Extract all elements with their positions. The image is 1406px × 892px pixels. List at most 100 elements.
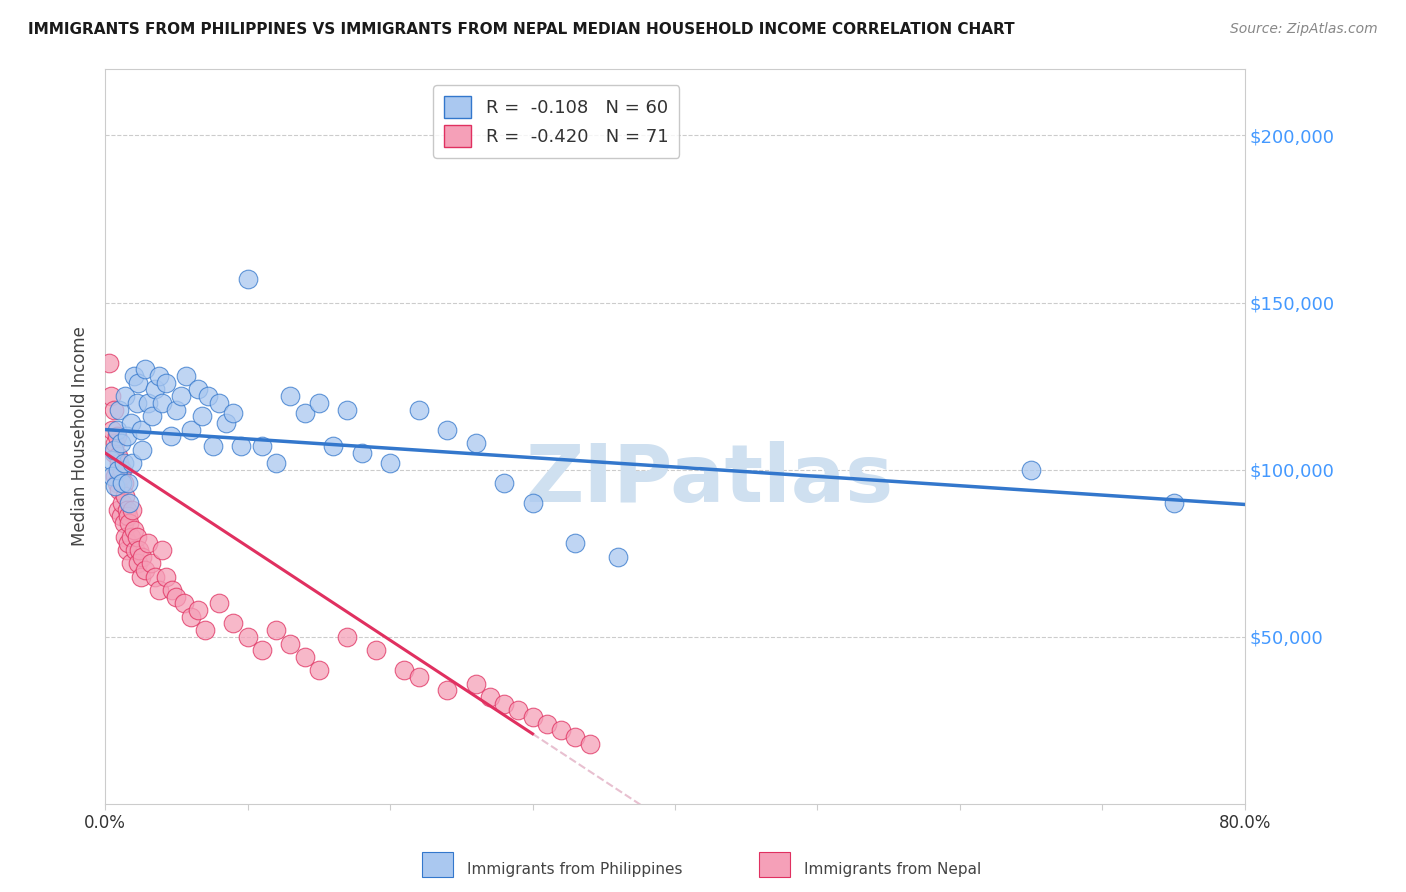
Point: [564, 730, 586, 744]
Point: [103, 402, 125, 417]
Point: [308, 396, 330, 410]
Point: [143, 383, 166, 397]
Point: [115, 542, 138, 557]
Point: [128, 542, 150, 557]
Point: [194, 623, 217, 637]
Point: [607, 549, 630, 564]
Point: [101, 423, 124, 437]
Point: [124, 542, 146, 557]
Point: [250, 439, 273, 453]
Point: [143, 569, 166, 583]
Point: [280, 389, 302, 403]
Point: [394, 663, 416, 677]
Point: [125, 396, 148, 410]
Point: [111, 476, 134, 491]
Point: [229, 439, 252, 453]
Point: [105, 429, 128, 443]
Point: [110, 509, 132, 524]
Text: Immigrants from Philippines: Immigrants from Philippines: [467, 863, 682, 877]
Point: [129, 423, 152, 437]
Point: [155, 569, 177, 583]
Point: [120, 530, 142, 544]
Point: [117, 536, 139, 550]
Point: [322, 439, 344, 453]
Point: [208, 396, 231, 410]
Point: [550, 723, 572, 738]
Point: [134, 362, 156, 376]
Point: [127, 556, 149, 570]
Point: [121, 503, 143, 517]
Point: [408, 402, 430, 417]
Text: Source: ZipAtlas.com: Source: ZipAtlas.com: [1230, 22, 1378, 37]
Text: IMMIGRANTS FROM PHILIPPINES VS IMMIGRANTS FROM NEPAL MEDIAN HOUSEHOLD INCOME COR: IMMIGRANTS FROM PHILIPPINES VS IMMIGRANT…: [28, 22, 1015, 37]
Point: [165, 402, 187, 417]
Point: [308, 663, 330, 677]
Point: [141, 409, 163, 424]
Point: [105, 423, 128, 437]
Point: [118, 496, 141, 510]
Point: [134, 563, 156, 577]
Legend: R =  -0.108   N = 60, R =  -0.420   N = 71: R = -0.108 N = 60, R = -0.420 N = 71: [433, 85, 679, 158]
Point: [108, 456, 131, 470]
Point: [150, 542, 173, 557]
Point: [120, 556, 142, 570]
Point: [148, 582, 170, 597]
Point: [170, 389, 193, 403]
Point: [336, 402, 359, 417]
Point: [98, 356, 121, 370]
Point: [536, 716, 558, 731]
Point: [111, 496, 134, 510]
Point: [100, 389, 122, 403]
Point: [120, 416, 142, 430]
Point: [104, 469, 127, 483]
Point: [165, 590, 187, 604]
Point: [100, 452, 122, 467]
Point: [136, 396, 159, 410]
Point: [187, 383, 209, 397]
Point: [464, 676, 486, 690]
Point: [191, 409, 214, 424]
Point: [187, 603, 209, 617]
Point: [578, 737, 600, 751]
Point: [264, 623, 287, 637]
Point: [104, 436, 127, 450]
Point: [103, 446, 125, 460]
Point: [118, 516, 141, 531]
Point: [180, 609, 202, 624]
Point: [136, 536, 159, 550]
Point: [222, 616, 245, 631]
Point: [494, 697, 516, 711]
Point: [117, 509, 139, 524]
Point: [350, 446, 373, 460]
Point: [222, 406, 245, 420]
Point: [173, 596, 195, 610]
Point: [107, 463, 129, 477]
Point: [111, 463, 134, 477]
Point: [115, 429, 138, 443]
Point: [236, 630, 259, 644]
Point: [125, 530, 148, 544]
Point: [114, 389, 136, 403]
Point: [115, 503, 138, 517]
Point: [436, 683, 458, 698]
Point: [180, 423, 202, 437]
Point: [117, 476, 139, 491]
Point: [103, 442, 125, 457]
Point: [508, 703, 530, 717]
Point: [129, 569, 152, 583]
Point: [378, 456, 401, 470]
Point: [127, 376, 149, 390]
Point: [208, 596, 231, 610]
Point: [564, 536, 586, 550]
Point: [110, 436, 132, 450]
Point: [408, 670, 430, 684]
Point: [236, 272, 259, 286]
Point: [464, 436, 486, 450]
Point: [122, 523, 145, 537]
Point: [294, 649, 316, 664]
Point: [478, 690, 501, 704]
Point: [494, 476, 516, 491]
Point: [1019, 463, 1042, 477]
Point: [108, 402, 131, 417]
Point: [131, 549, 153, 564]
